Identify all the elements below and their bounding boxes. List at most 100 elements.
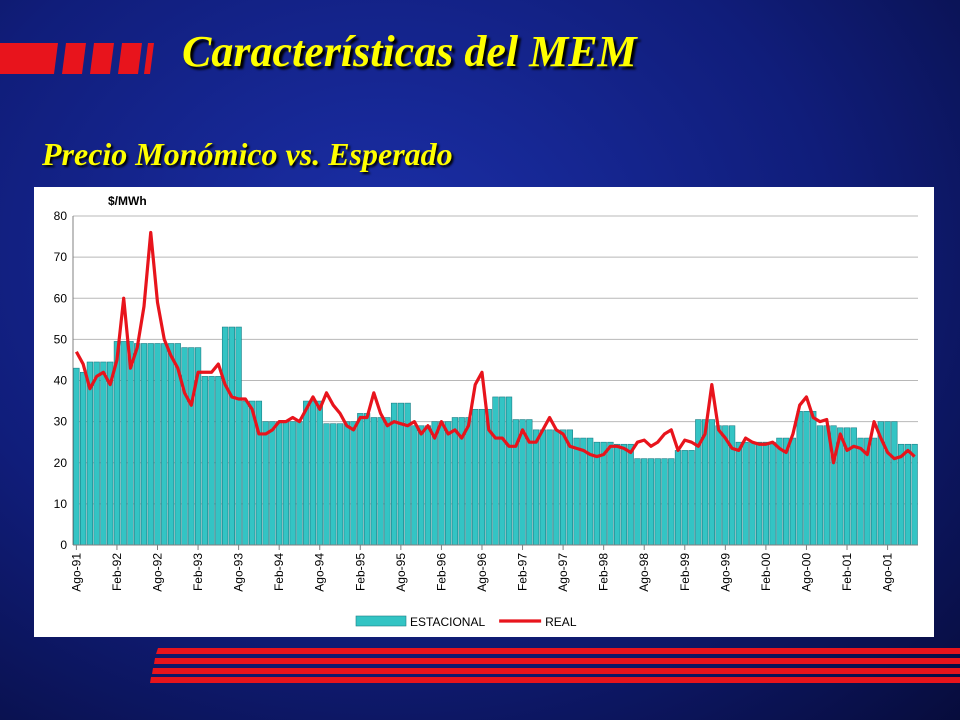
- bar: [276, 421, 283, 546]
- legend-label: REAL: [545, 615, 577, 629]
- bar: [620, 443, 628, 546]
- bar: [235, 326, 242, 546]
- bar: [708, 419, 715, 546]
- bar: [93, 361, 100, 546]
- bar: [323, 423, 330, 546]
- bar: [161, 343, 168, 546]
- x-tick-label: Feb-97: [516, 553, 530, 591]
- bar: [559, 429, 567, 546]
- bar: [73, 367, 80, 546]
- bar: [607, 441, 614, 546]
- x-tick-label: Ago-97: [556, 553, 570, 592]
- bar: [120, 341, 127, 546]
- bar: [634, 458, 641, 546]
- bar: [363, 413, 371, 546]
- bar: [215, 376, 222, 546]
- bar: [688, 450, 695, 546]
- bar: [499, 396, 506, 546]
- bar: [167, 343, 175, 546]
- bar: [762, 441, 770, 546]
- y-tick-label: 60: [54, 291, 68, 305]
- x-tick-label: Feb-93: [191, 553, 205, 591]
- bar: [627, 443, 634, 546]
- x-tick-label: Ago-95: [394, 553, 408, 592]
- bar: [911, 443, 918, 546]
- y-tick-label: 30: [54, 415, 68, 429]
- bar: [472, 408, 479, 546]
- y-tick-label: 80: [54, 209, 68, 223]
- bar: [154, 343, 161, 546]
- bar: [870, 437, 878, 546]
- bar: [418, 425, 425, 546]
- x-tick-label: Ago-93: [232, 553, 246, 592]
- bar: [221, 326, 229, 546]
- bar: [661, 458, 668, 546]
- bar: [715, 425, 722, 546]
- bar: [668, 458, 675, 546]
- bar: [904, 443, 911, 546]
- bar: [262, 421, 269, 546]
- bar: [749, 441, 756, 546]
- bar: [316, 400, 323, 546]
- legend-label: ESTACIONAL: [410, 615, 485, 629]
- title-decoration: [0, 43, 154, 74]
- bar: [641, 458, 648, 546]
- bar: [573, 437, 580, 546]
- bar: [188, 347, 195, 546]
- bar: [350, 421, 357, 546]
- bar: [796, 411, 803, 546]
- x-tick-label: Feb-01: [840, 553, 854, 591]
- bar: [282, 421, 290, 546]
- bar: [681, 450, 688, 546]
- bar: [857, 437, 864, 546]
- legend-swatch: [355, 615, 407, 627]
- bar: [147, 343, 154, 546]
- bar: [884, 421, 891, 546]
- bar: [756, 441, 763, 546]
- bar: [330, 423, 337, 546]
- bar: [411, 425, 418, 546]
- bar: [309, 400, 317, 546]
- x-tick-label: Ago-98: [637, 553, 651, 592]
- bar: [107, 361, 114, 546]
- bar: [816, 425, 824, 546]
- bar: [789, 437, 797, 546]
- chart: $/MWh 0 10 20 30 40 50 60 70 80 Ago-91 Feb-92 Ago-9…: [34, 187, 934, 637]
- bar: [580, 437, 587, 546]
- bar: [100, 361, 107, 546]
- bar: [357, 413, 364, 546]
- bar: [600, 441, 607, 546]
- bar: [289, 421, 296, 546]
- x-tick-label: Ago-00: [799, 553, 813, 592]
- bar: [823, 425, 830, 546]
- bar: [891, 421, 898, 546]
- bar: [384, 417, 391, 546]
- bar: [431, 421, 438, 546]
- x-tick-label: Feb-96: [434, 553, 448, 591]
- x-tick-label: Feb-92: [110, 553, 124, 591]
- bar: [647, 458, 655, 546]
- slide-title: Características del MEM: [182, 27, 637, 76]
- bar: [303, 400, 310, 546]
- y-tick-label: 70: [54, 250, 68, 264]
- y-tick-label: 40: [54, 374, 68, 388]
- bar: [445, 421, 452, 546]
- y-axis-label: $/MWh: [108, 194, 147, 208]
- bar: [343, 421, 350, 546]
- x-tick-label: Ago-01: [881, 553, 895, 592]
- bar: [465, 417, 472, 546]
- bar: [127, 341, 134, 546]
- bar: [370, 417, 377, 546]
- bottom-decoration: [150, 648, 960, 683]
- x-tick-label: Ago-96: [475, 553, 489, 592]
- slide-subtitle: Precio Monómico vs. Esperado: [42, 136, 453, 172]
- y-tick-label: 0: [60, 538, 67, 552]
- bar: [695, 419, 702, 546]
- x-tick-label: Ago-92: [151, 553, 165, 592]
- bar: [296, 421, 303, 546]
- bar: [505, 396, 513, 546]
- bar: [539, 429, 546, 546]
- bar: [438, 421, 445, 546]
- x-tick-label: Feb-94: [272, 553, 286, 591]
